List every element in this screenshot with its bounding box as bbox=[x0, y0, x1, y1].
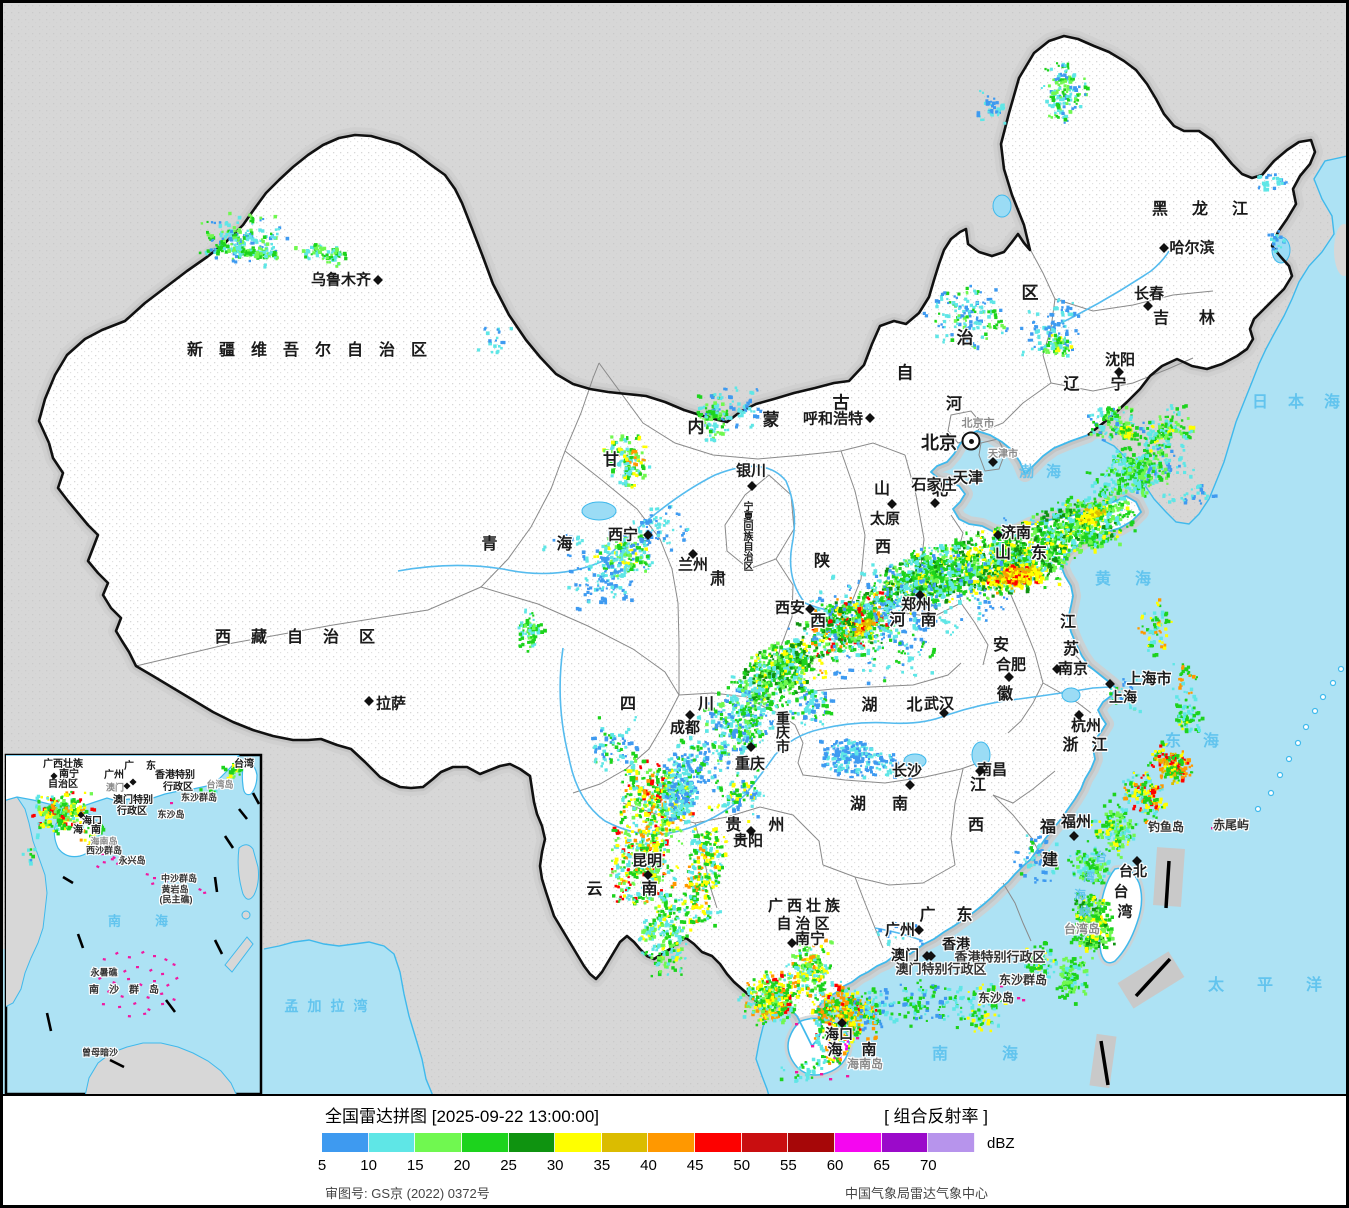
dbz-tick: 35 bbox=[593, 1157, 611, 1174]
dbz-tick: 30 bbox=[546, 1157, 564, 1174]
dbz-tick: 25 bbox=[500, 1157, 517, 1174]
colorbar-segment bbox=[834, 1133, 882, 1152]
dbz-colorbar bbox=[322, 1133, 975, 1152]
colorbar-segment bbox=[461, 1133, 509, 1152]
radar-echo-layer bbox=[198, 62, 1288, 1083]
dbz-tick: 45 bbox=[686, 1157, 704, 1174]
colorbar-segment bbox=[322, 1133, 369, 1152]
colorbar-segment bbox=[741, 1133, 789, 1152]
dbz-tick: 10 bbox=[360, 1157, 377, 1174]
dbz-tick: 20 bbox=[453, 1157, 471, 1174]
colorbar-segment bbox=[601, 1133, 649, 1152]
south-china-sea-inset bbox=[4, 753, 263, 1094]
colorbar-segment bbox=[695, 1133, 742, 1152]
dbz-tick: 55 bbox=[780, 1157, 797, 1174]
map-approval-number: 审图号: GS京 (2022) 0372号 bbox=[325, 1186, 490, 1201]
dbz-tick: 70 bbox=[919, 1157, 937, 1174]
dbz-unit-label: dBZ bbox=[987, 1135, 1015, 1152]
dbz-tick-labels: 5 10 15 20 25 30 35 40 45 50 55 60 65 70 bbox=[3, 1157, 1346, 1175]
colorbar-segment bbox=[648, 1133, 695, 1152]
china-radar-basemap bbox=[3, 3, 1346, 1094]
colorbar-segment bbox=[368, 1133, 416, 1152]
dbz-tick: 5 bbox=[317, 1157, 327, 1174]
colorbar-segment bbox=[881, 1133, 929, 1152]
dbz-tick: 65 bbox=[873, 1157, 891, 1174]
dbz-tick: 60 bbox=[826, 1157, 844, 1174]
dbz-tick: 15 bbox=[406, 1157, 424, 1174]
dbz-tick: 40 bbox=[640, 1157, 657, 1174]
colorbar-segment bbox=[788, 1133, 835, 1152]
legend-panel: 全国雷达拼图 [2025-09-22 13:00:00] [ 组合反射率 ] 5… bbox=[3, 1096, 1346, 1205]
inset-echo-layer bbox=[21, 762, 243, 866]
product-type-label: [ 组合反射率 ] bbox=[884, 1107, 988, 1126]
dbz-tick: 50 bbox=[733, 1157, 751, 1174]
colorbar-segment bbox=[555, 1133, 602, 1152]
issuing-agency: 中国气象局雷达气象中心 bbox=[844, 1186, 988, 1201]
map-title: 全国雷达拼图 [2025-09-22 13:00:00] bbox=[325, 1107, 600, 1126]
colorbar-segment bbox=[508, 1133, 556, 1152]
radar-map: 黑龙江 吉林 辽宁内蒙古自治区新疆维吾尔自治区 西藏自治区 青海甘肃四川 云南 贵州 广西壮族… bbox=[3, 3, 1346, 1096]
colorbar-segment bbox=[928, 1133, 975, 1152]
colorbar-segment bbox=[415, 1133, 462, 1152]
